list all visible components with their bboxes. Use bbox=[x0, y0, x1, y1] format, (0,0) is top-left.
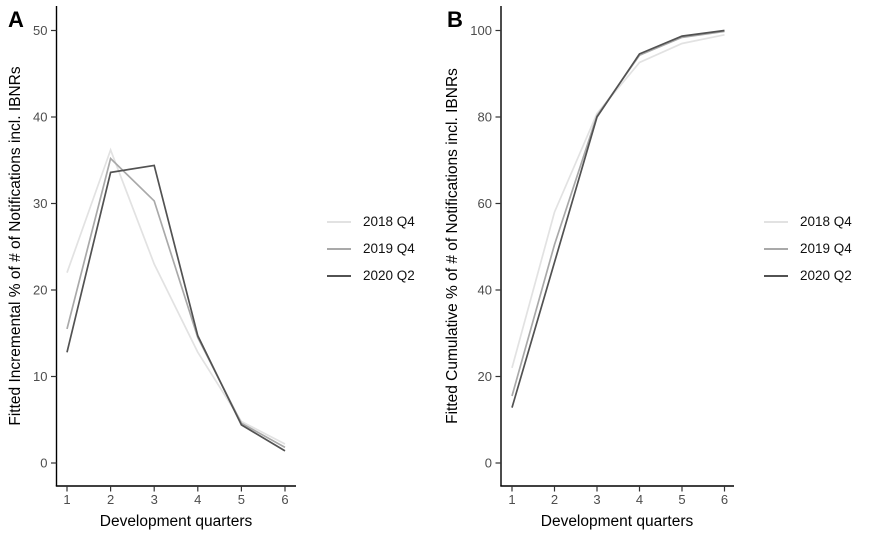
legend-key-line bbox=[764, 247, 788, 250]
chart-a: 0 10 20 30 40 50 1 2 3 4 5 6 A Fitted Incremental %… bbox=[7, 6, 296, 530]
y-axis-title-a: Fitted Incremental % of # of Notificatio… bbox=[7, 66, 24, 425]
y-axis-title-b: Fitted Cumulative % of # of Notification… bbox=[444, 68, 461, 424]
x-tick-label: 4 bbox=[636, 492, 643, 507]
legend-item: 2019 Q4 bbox=[764, 235, 852, 262]
y-tick-label: 100 bbox=[470, 23, 492, 38]
x-tick-label: 5 bbox=[238, 492, 245, 507]
y-tick-label: 30 bbox=[33, 196, 47, 211]
series-line-2018-q4 bbox=[511, 33, 725, 369]
legend-key-line bbox=[764, 274, 788, 277]
y-tick-label: 40 bbox=[478, 283, 492, 298]
y-tick-label: 0 bbox=[40, 456, 47, 471]
legend-item: 2020 Q2 bbox=[327, 262, 415, 289]
axes-b: 0 20 40 60 80 100 1 2 3 4 5 6 bbox=[470, 6, 734, 507]
series-line-2020-q2 bbox=[66, 164, 286, 452]
y-tick-label: 10 bbox=[33, 369, 47, 384]
y-tick-label: 0 bbox=[485, 456, 492, 471]
series-line-2020-q2 bbox=[511, 29, 725, 408]
y-tick-label: 60 bbox=[478, 196, 492, 211]
x-tick-label: 2 bbox=[551, 492, 558, 507]
y-tick-label: 80 bbox=[478, 110, 492, 125]
legend-item-label: 2020 Q2 bbox=[363, 268, 415, 283]
x-tick-label: 5 bbox=[678, 492, 685, 507]
x-tick-label: 3 bbox=[593, 492, 600, 507]
legend-key-line bbox=[764, 220, 788, 223]
y-tick-label: 50 bbox=[33, 23, 47, 38]
panel-b: 0 20 40 60 80 100 1 2 3 4 5 6 B Fitted Cumulative %… bbox=[437, 0, 874, 540]
legend-item-label: 2019 Q4 bbox=[800, 241, 852, 256]
legend-item-label: 2019 Q4 bbox=[363, 241, 415, 256]
panel-tag-a: A bbox=[8, 7, 24, 32]
axes-a: 0 10 20 30 40 50 1 2 3 4 5 6 bbox=[33, 6, 296, 507]
panel-tag-b: B bbox=[447, 7, 463, 32]
chart-b: 0 20 40 60 80 100 1 2 3 4 5 6 B Fitted Cumulative %… bbox=[444, 6, 734, 530]
x-tick-label: 1 bbox=[63, 492, 70, 507]
y-tick-label: 20 bbox=[33, 283, 47, 298]
legend-item: 2018 Q4 bbox=[764, 208, 852, 235]
x-tick-label: 6 bbox=[281, 492, 288, 507]
panel-a: 0 10 20 30 40 50 1 2 3 4 5 6 A Fitted Incremental %… bbox=[0, 0, 437, 540]
x-tick-label: 6 bbox=[721, 492, 728, 507]
x-axis-title-b: Development quarters bbox=[541, 513, 694, 530]
legend-b: 2018 Q4 2019 Q4 2020 Q2 bbox=[764, 208, 852, 289]
legend-a: 2018 Q4 2019 Q4 2020 Q2 bbox=[327, 208, 415, 289]
series-line-2019-q4 bbox=[66, 156, 286, 449]
series-lines-b bbox=[511, 29, 725, 408]
x-axis-title-a: Development quarters bbox=[100, 513, 253, 530]
legend-item-label: 2020 Q2 bbox=[800, 268, 852, 283]
x-tick-label: 2 bbox=[107, 492, 114, 507]
legend-item: 2020 Q2 bbox=[764, 262, 852, 289]
legend-key-line bbox=[327, 274, 351, 277]
legend-item-label: 2018 Q4 bbox=[800, 214, 852, 229]
legend-item: 2019 Q4 bbox=[327, 235, 415, 262]
y-tick-label: 40 bbox=[33, 110, 47, 125]
series-lines-a bbox=[66, 147, 286, 452]
legend-key-line bbox=[327, 247, 351, 250]
series-line-2018-q4 bbox=[66, 147, 286, 445]
x-tick-label: 4 bbox=[194, 492, 201, 507]
x-tick-label: 1 bbox=[508, 492, 515, 507]
legend-item-label: 2018 Q4 bbox=[363, 214, 415, 229]
legend-item: 2018 Q4 bbox=[327, 208, 415, 235]
x-tick-label: 3 bbox=[151, 492, 158, 507]
legend-key-line bbox=[327, 220, 351, 223]
y-tick-label: 20 bbox=[478, 369, 492, 384]
